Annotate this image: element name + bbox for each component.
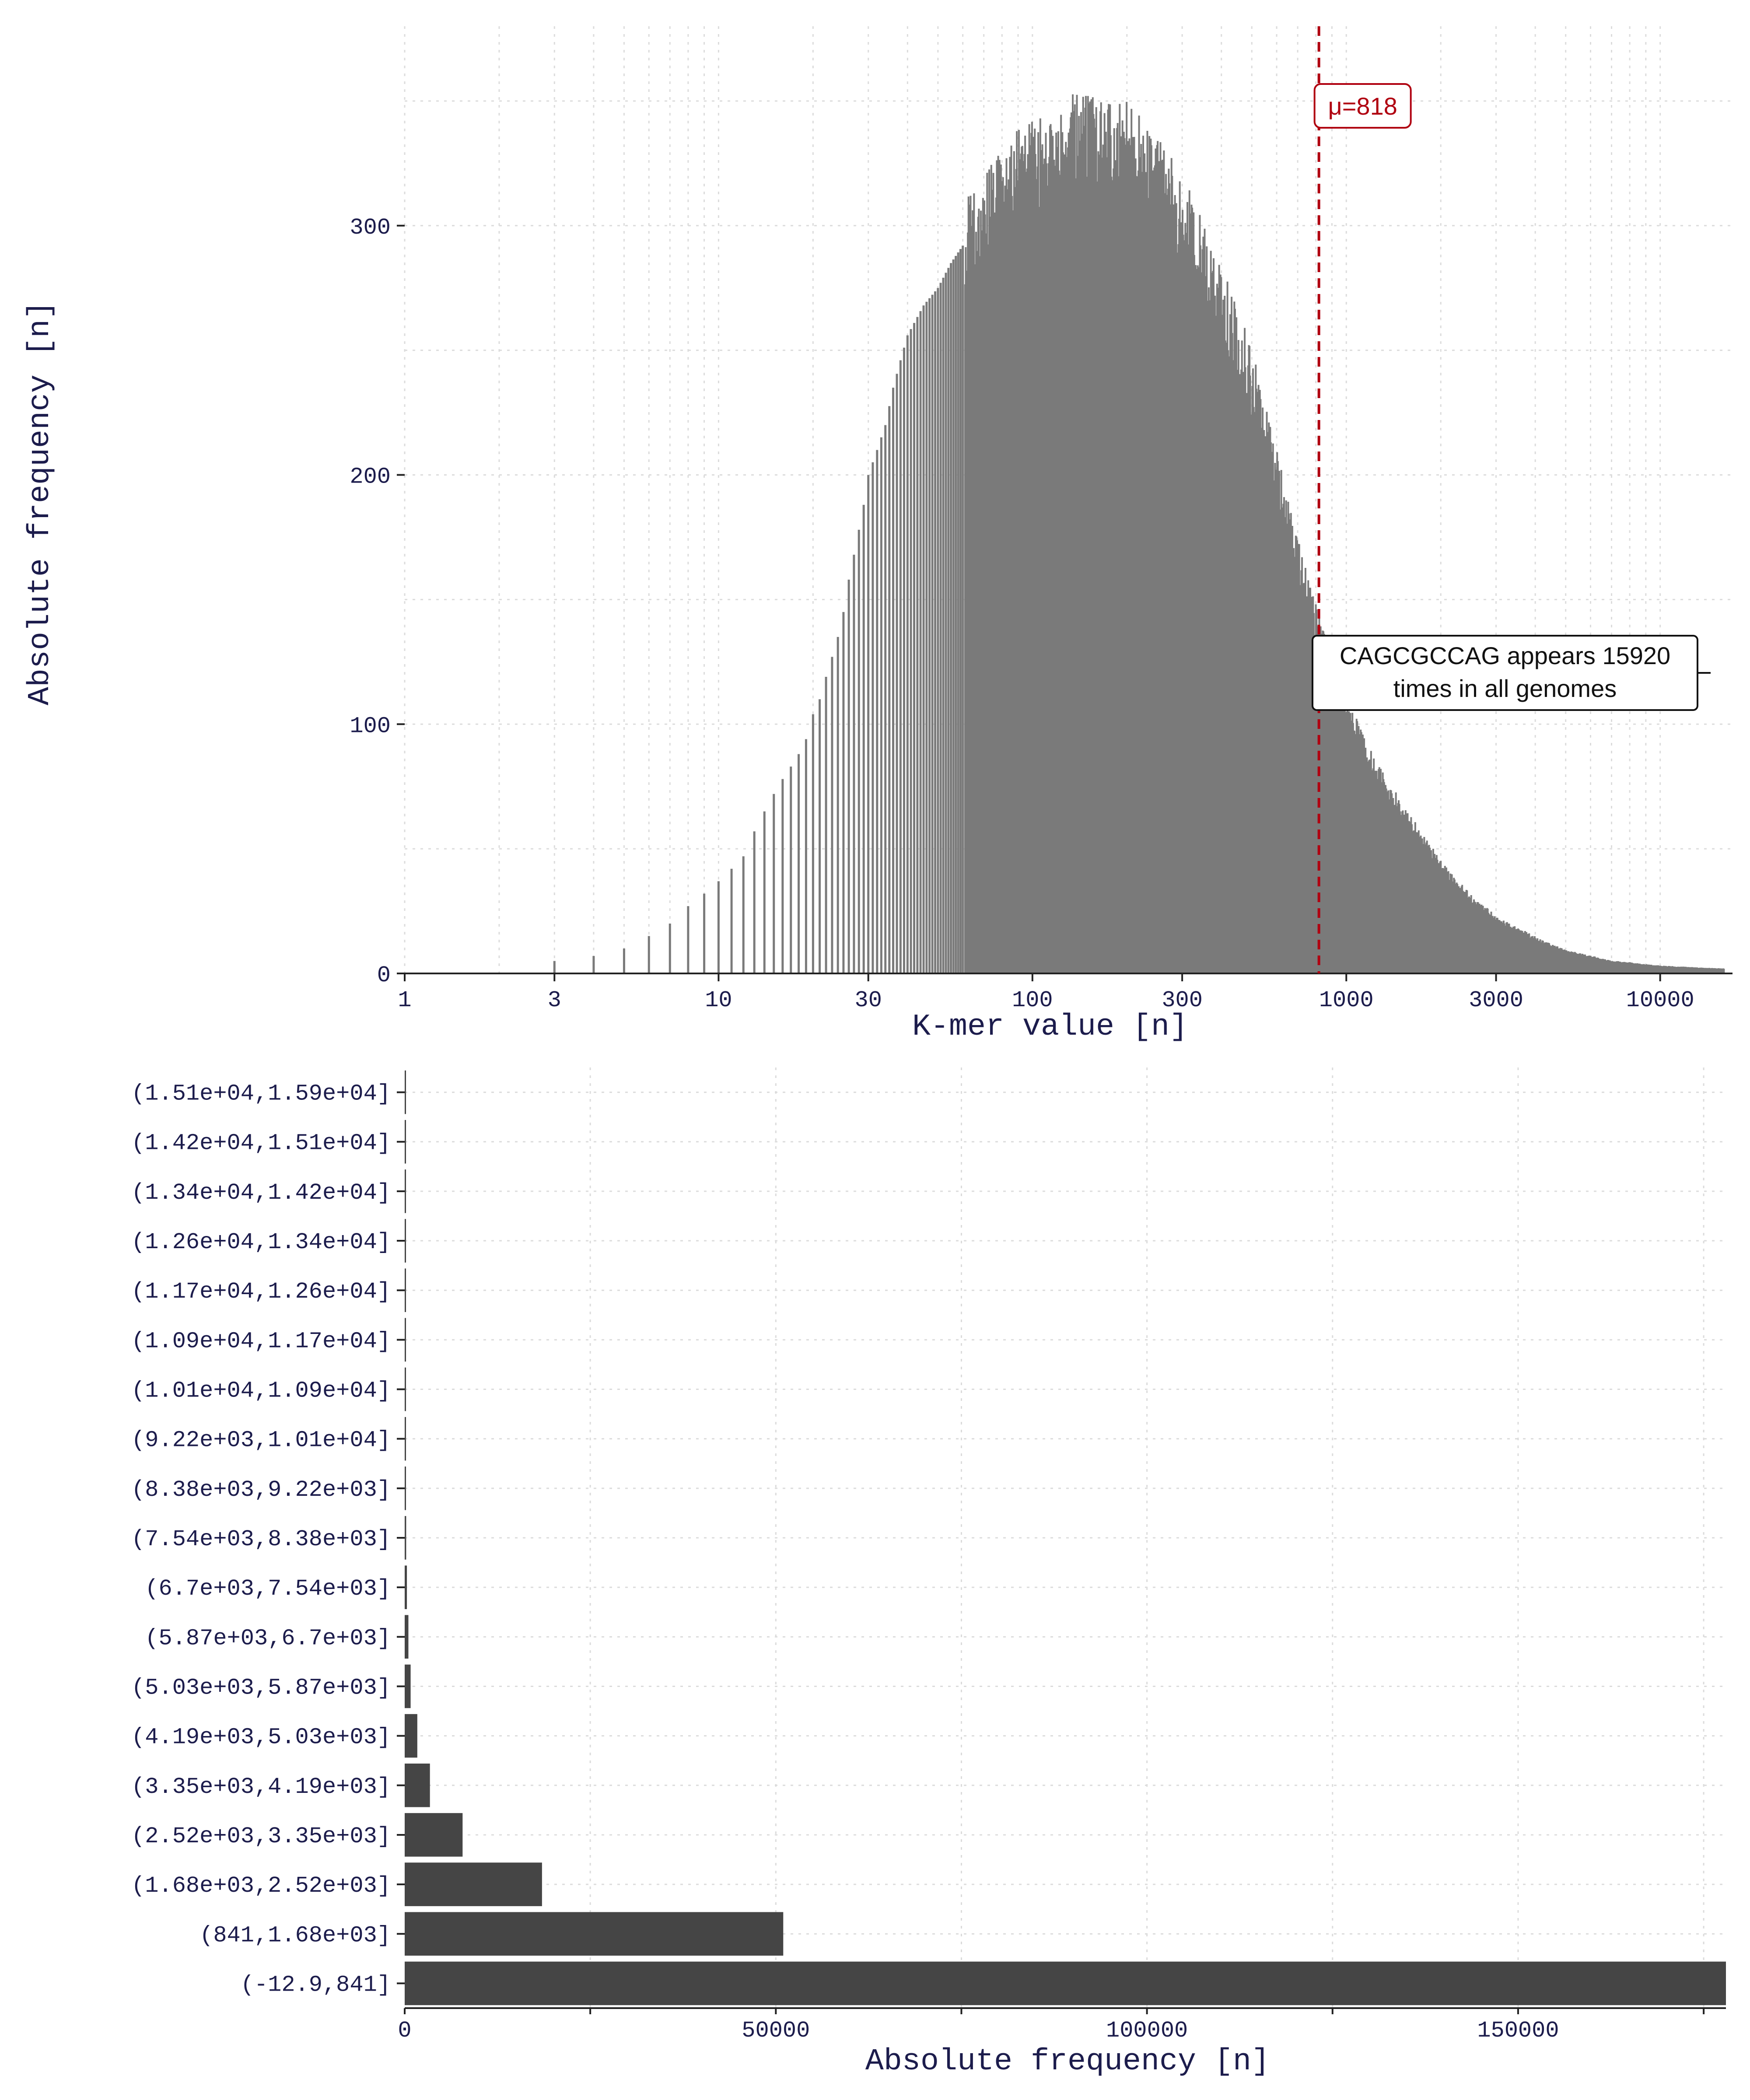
annotation-box bbox=[1312, 635, 1698, 711]
horizontal-bar bbox=[405, 1664, 411, 1708]
horizontal-bar bbox=[405, 1912, 784, 1956]
mean-line-group: μ=818 bbox=[1313, 26, 1412, 973]
horizontal-bar bbox=[405, 1318, 406, 1362]
horizontal-bar bbox=[405, 1367, 406, 1411]
kmer-histogram-panel: 1 3 10 30 100 300 1000 3000 10000 0 100 200 300 μ=81… bbox=[23, 26, 1732, 1044]
horizontal-bar bbox=[405, 1615, 409, 1659]
bottom-y-tick-label: (1.42e+04,1.51e+04] bbox=[131, 1130, 391, 1156]
top-x-tick-label: 3 bbox=[548, 987, 561, 1013]
bottom-y-tick-label: (1.09e+04,1.17e+04] bbox=[131, 1328, 391, 1354]
bottom-y-tick-label: (1.01e+04,1.09e+04] bbox=[131, 1378, 391, 1404]
bottom-y-tick-label: (1.51e+04,1.59e+04] bbox=[131, 1081, 391, 1107]
horizontal-bar bbox=[405, 1516, 406, 1560]
horizontal-bar bbox=[405, 1862, 542, 1906]
top-y-tick-label: 100 bbox=[350, 713, 391, 739]
horizontal-bar bbox=[405, 1961, 1726, 2006]
horizontal-bars bbox=[405, 1070, 1726, 2006]
bottom-y-tick-label: (1.17e+04,1.26e+04] bbox=[131, 1279, 391, 1305]
top-x-axis-title: K-mer value [n] bbox=[912, 1010, 1188, 1044]
top-y-tick-label: 200 bbox=[350, 464, 391, 490]
mean-label: μ=818 bbox=[1328, 92, 1397, 120]
bottom-x-tick-label: 0 bbox=[398, 2018, 411, 2044]
bottom-y-tick-label: (4.19e+03,5.03e+03] bbox=[131, 1725, 391, 1750]
top-x-tick-label: 300 bbox=[1162, 987, 1203, 1013]
top-x-tick-label: 30 bbox=[855, 987, 882, 1013]
horizontal-bar bbox=[405, 1169, 406, 1213]
top-x-tick-label: 3000 bbox=[1469, 987, 1523, 1013]
annotation-group: CAGCGCCAG appears 15920 times in all geno… bbox=[1312, 635, 1711, 711]
bottom-y-tick-label: (6.7e+03,7.54e+03] bbox=[145, 1576, 391, 1602]
horizontal-bar bbox=[405, 1417, 406, 1461]
bottom-y-tick-label: (1.34e+04,1.42e+04] bbox=[131, 1180, 391, 1206]
bottom-y-tick-label: (5.03e+03,5.87e+03] bbox=[131, 1675, 391, 1701]
bottom-y-tick-label: (1.68e+03,2.52e+03] bbox=[131, 1873, 391, 1899]
bottom-y-tick-label: (-12.9,841] bbox=[241, 1972, 391, 1998]
annotation-line: times in all genomes bbox=[1393, 675, 1617, 702]
horizontal-bar bbox=[405, 1466, 406, 1510]
horizontal-bar bbox=[405, 1268, 406, 1312]
horizontal-bar bbox=[405, 1565, 407, 1609]
annotation-line: CAGCGCCAG appears 15920 bbox=[1340, 642, 1670, 669]
bottom-gridlines bbox=[405, 1068, 1726, 2008]
bottom-y-tick-label: (5.87e+03,6.7e+03] bbox=[145, 1625, 391, 1651]
bottom-y-tick-label: (7.54e+03,8.38e+03] bbox=[131, 1526, 391, 1552]
bottom-y-tick-label: (1.26e+04,1.34e+04] bbox=[131, 1229, 391, 1255]
bottom-x-axis-title: Absolute frequency [n] bbox=[865, 2044, 1270, 2079]
histogram-bars bbox=[553, 94, 1725, 973]
mean-label-box bbox=[1313, 83, 1412, 129]
top-y-tick-label: 0 bbox=[377, 962, 391, 988]
bottom-x-tick-label: 150000 bbox=[1477, 2018, 1559, 2044]
top-y-axis-title: Absolute frequency [n] bbox=[23, 301, 58, 705]
horizontal-bar bbox=[405, 1120, 406, 1164]
horizontal-bar bbox=[405, 1813, 463, 1857]
bottom-x-tick-label: 100000 bbox=[1106, 2018, 1188, 2044]
top-x-tick-label: 10000 bbox=[1626, 987, 1694, 1013]
horizontal-bar bbox=[405, 1764, 430, 1807]
bottom-y-tick-label: (2.52e+03,3.35e+03] bbox=[131, 1824, 391, 1849]
horizontal-bar bbox=[405, 1219, 406, 1263]
bottom-y-tick-label: (3.35e+03,4.19e+03] bbox=[131, 1774, 391, 1800]
bottom-y-tick-label: (841,1.68e+03] bbox=[200, 1922, 391, 1948]
top-axes: 1 3 10 30 100 300 1000 3000 10000 0 100 200 300 bbox=[350, 215, 1732, 1013]
top-x-tick-label: 1 bbox=[398, 987, 411, 1013]
top-x-tick-label: 100 bbox=[1012, 987, 1053, 1013]
bin-frequency-panel: 0 50000 100000 150000 (-12.9,841] (841,1.68e+… bbox=[131, 1068, 1726, 2079]
bottom-x-tick-label: 50000 bbox=[742, 2018, 810, 2044]
top-y-tick-label: 300 bbox=[350, 215, 391, 241]
bottom-axes: 0 50000 100000 150000 (-12.9,841] (841,1.68e+… bbox=[131, 1081, 1726, 2044]
horizontal-bar bbox=[405, 1070, 406, 1114]
horizontal-bar bbox=[405, 1714, 417, 1758]
bottom-y-tick-label: (8.38e+03,9.22e+03] bbox=[131, 1477, 391, 1503]
top-x-tick-label: 1000 bbox=[1319, 987, 1374, 1013]
bottom-y-tick-label: (9.22e+03,1.01e+04] bbox=[131, 1428, 391, 1453]
top-x-tick-label: 10 bbox=[705, 987, 732, 1013]
